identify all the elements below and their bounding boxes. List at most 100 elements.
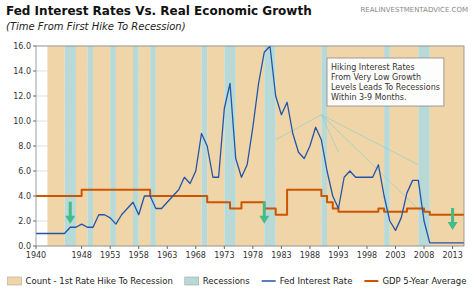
y-tick-label: 10.0 [13, 117, 31, 126]
x-tick [224, 246, 225, 249]
legend-item: Fed Interest Rate [262, 276, 353, 286]
y-tick [33, 196, 36, 197]
band [201, 46, 207, 246]
band [224, 46, 235, 246]
chart: Fed Interest Rates Vs. Real Economic Gro… [0, 0, 474, 301]
y-tick [33, 71, 36, 72]
x-tick [366, 246, 367, 249]
annotation-text: Within 3-9 Months. [331, 93, 406, 102]
legend-item: Recessions [185, 276, 250, 286]
arrow [259, 202, 269, 224]
legend-label: Recessions [203, 276, 250, 286]
annotation-text: Levels Leads To Recessions [331, 83, 440, 92]
x-tick-label: 1983 [271, 251, 291, 260]
legend-item: Count - 1st Rate Hike To Recession [8, 276, 173, 286]
x-tick [309, 246, 310, 249]
connector-line [321, 115, 418, 165]
connector-line [321, 115, 338, 153]
legend-label: Fed Interest Rate [280, 276, 353, 286]
annotation-box [327, 58, 444, 106]
x-tick [138, 246, 139, 249]
band [156, 46, 202, 246]
x-tick-label: 2008 [414, 251, 434, 260]
arrow [448, 208, 458, 230]
band [87, 46, 93, 246]
connector-line [276, 115, 322, 140]
connector-line [321, 115, 424, 215]
band [65, 46, 76, 246]
legend: Count - 1st Rate Hike To Recession Recess… [8, 276, 467, 286]
legend-swatch [185, 277, 199, 285]
x-tick-label: 1993 [328, 251, 348, 260]
plot-frame [36, 46, 464, 246]
arrow-shaft [69, 202, 72, 217]
x-tick-label: 1940 [26, 251, 46, 260]
axes: 1940194819531958196319681973197819831988… [13, 42, 463, 260]
arrows [65, 202, 457, 230]
y-tick [33, 46, 36, 47]
x-tick-label: 1978 [243, 251, 263, 260]
x-tick [424, 246, 425, 249]
plot-marks [36, 46, 464, 246]
y-tick-label: 2.0 [18, 217, 31, 226]
x-tick [81, 246, 82, 249]
y-tick-label: 6.0 [18, 167, 31, 176]
line [36, 46, 464, 243]
watermark: REALINVESTMENTADVICE.COM [360, 6, 468, 14]
annotation: Hiking Interest RatesFrom Very Low Growt… [327, 58, 444, 106]
x-tick [452, 246, 453, 249]
y-tick [33, 146, 36, 147]
y-tick-label: 16.0 [13, 42, 31, 51]
y-tick-label: 8.0 [18, 142, 31, 151]
x-tick-label: 1988 [300, 251, 320, 260]
subtitle: (Time From First Hike To Recession) [6, 21, 186, 32]
legend-item: GDP 5-Year Average [364, 276, 466, 286]
title: Fed Interest Rates Vs. Real Economic Gro… [6, 4, 312, 18]
grid [36, 46, 464, 246]
y-tick-label: 12.0 [13, 92, 31, 101]
legend-swatch [364, 280, 378, 282]
arrow-shaft [451, 208, 454, 223]
step-line [36, 190, 464, 215]
x-tick-label: 1953 [100, 251, 120, 260]
annotation-text: Hiking Interest Rates [331, 63, 415, 72]
y-tick [33, 96, 36, 97]
band [47, 46, 64, 246]
x-tick-label: 1998 [357, 251, 377, 260]
band [150, 46, 156, 246]
y-tick [33, 171, 36, 172]
band [133, 46, 139, 246]
step-lines [36, 190, 464, 215]
x-tick-label: 2013 [442, 251, 462, 260]
arrow [65, 202, 75, 224]
lines [36, 46, 464, 243]
connectors [276, 115, 424, 215]
x-tick-label: 1968 [186, 251, 206, 260]
x-tick [338, 246, 339, 249]
x-tick-label: 1948 [71, 251, 91, 260]
band [116, 46, 133, 246]
legend-label: Count - 1st Rate Hike To Recession [26, 276, 173, 286]
legend-swatch [8, 277, 22, 285]
y-tick [33, 246, 36, 247]
x-tick-label: 2003 [385, 251, 405, 260]
x-tick [167, 246, 168, 249]
legend-label: GDP 5-Year Average [382, 276, 466, 286]
legend-swatch [262, 280, 276, 282]
x-tick-label: 1963 [157, 251, 177, 260]
y-tick [33, 221, 36, 222]
x-tick [252, 246, 253, 249]
y-tick-label: 4.0 [18, 192, 31, 201]
x-tick [110, 246, 111, 249]
band [76, 46, 87, 246]
y-tick-label: 14.0 [13, 67, 31, 76]
arrow-head [65, 216, 75, 224]
y-tick-label: 0.0 [18, 242, 31, 251]
band [110, 46, 116, 246]
arrow-head [448, 222, 458, 230]
band [139, 46, 150, 246]
band [276, 46, 322, 246]
arrow-head [259, 216, 269, 224]
arrow-shaft [263, 202, 266, 217]
y-tick [33, 121, 36, 122]
